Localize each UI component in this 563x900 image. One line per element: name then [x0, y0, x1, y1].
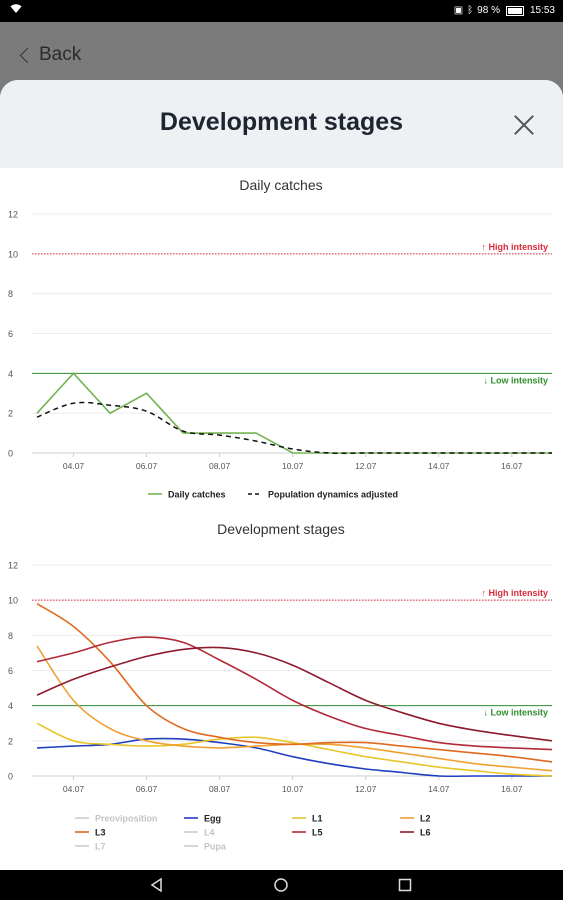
x-tick-label: 06.07 — [136, 784, 158, 794]
legend-item[interactable]: Egg — [204, 814, 221, 824]
y-tick-label: 12 — [8, 210, 18, 220]
y-tick-label: 8 — [8, 631, 13, 641]
battery-percent: 98 % — [477, 5, 500, 16]
legend-item[interactable]: L2 — [420, 814, 431, 824]
y-tick-label: 10 — [8, 249, 18, 259]
navigation-bar — [0, 870, 563, 900]
x-tick-label: 16.07 — [501, 461, 523, 471]
x-tick-label: 06.07 — [136, 461, 158, 471]
bottom-sheet: Development stages Daily catches 0 2 4 6 8 10 1… — [0, 80, 563, 870]
series-line-l2 — [36, 645, 553, 772]
y-tick-label: 12 — [8, 561, 18, 571]
y-tick-label: 2 — [8, 409, 13, 419]
close-icon[interactable] — [513, 114, 535, 136]
y-tick-label: 4 — [8, 701, 13, 711]
series-line-l6 — [36, 646, 553, 742]
threshold-label: ↑ High intensity — [481, 588, 548, 598]
status-bar: ▣ ᛒ 98 % 15:53 — [0, 0, 563, 22]
chevron-left-icon — [19, 47, 36, 64]
y-tick-label: 4 — [8, 369, 13, 379]
legend-item[interactable]: L4 — [204, 828, 215, 838]
bluetooth-icon: ᛒ — [467, 5, 474, 16]
x-tick-label: 14.07 — [428, 784, 450, 794]
y-tick-label: 6 — [8, 329, 13, 339]
sheet-header: Development stages — [0, 80, 563, 168]
x-tick-label: 10.07 — [282, 461, 304, 471]
home-circle-icon[interactable] — [274, 878, 288, 892]
recents-square-icon[interactable] — [398, 878, 412, 892]
x-tick-label: 12.07 — [355, 461, 377, 471]
sheet-title: Development stages — [159, 108, 404, 136]
threshold-label: ↓ Low intensity — [483, 375, 548, 385]
x-tick-label: 08.07 — [209, 784, 231, 794]
legend-item[interactable]: Preoviposition — [95, 814, 158, 824]
x-tick-label: 04.07 — [63, 461, 85, 471]
legend-item[interactable]: L5 — [312, 828, 323, 838]
daily-catches-chart: Daily catches 0 2 4 6 8 10 12 04.07 06.07 08.07 10.… — [0, 168, 563, 508]
clock: 15:53 — [529, 5, 555, 16]
x-tick-label: 08.07 — [209, 461, 231, 471]
y-tick-label: 0 — [8, 772, 13, 782]
series-line-egg — [36, 737, 552, 778]
threshold-label: ↑ High intensity — [481, 242, 548, 252]
legend-item[interactable]: Daily catches — [168, 490, 226, 500]
y-tick-label: 2 — [8, 736, 13, 746]
chart-title: Development stages — [217, 521, 345, 537]
threshold-label: ↓ Low intensity — [483, 708, 548, 718]
y-tick-label: 8 — [8, 289, 13, 299]
status-icons: ▣ ᛒ 98 % 15:53 — [454, 5, 555, 16]
legend-item[interactable]: L3 — [95, 828, 106, 838]
legend-item[interactable]: L6 — [420, 828, 431, 838]
y-tick-label: 6 — [8, 666, 13, 676]
x-tick-label: 10.07 — [282, 784, 304, 794]
chart-title: Daily catches — [239, 177, 322, 193]
series-line-l1 — [36, 722, 553, 777]
legend-item[interactable]: L1 — [312, 814, 323, 824]
legend-item[interactable]: Pupa — [204, 842, 227, 852]
back-button[interactable]: Back — [19, 44, 82, 66]
battery-icon — [505, 5, 524, 16]
x-tick-label: 16.07 — [501, 784, 523, 794]
nfc-icon: ▣ — [453, 5, 464, 16]
x-tick-label: 14.07 — [428, 461, 450, 471]
series-line-l5 — [36, 636, 553, 751]
wifi-icon — [10, 4, 22, 17]
y-tick-label: 10 — [8, 596, 18, 606]
legend-item[interactable]: Population dynamics adjusted — [268, 490, 398, 500]
development-stages-chart: Development stages 0 2 4 6 8 10 12 04.07 06.07 08.… — [0, 512, 563, 870]
x-tick-label: 12.07 — [355, 784, 377, 794]
x-tick-label: 04.07 — [63, 784, 85, 794]
legend-item[interactable]: L7 — [95, 842, 106, 852]
series-line-l3 — [36, 603, 553, 763]
back-label: Back — [39, 44, 82, 65]
back-triangle-icon[interactable] — [150, 877, 164, 893]
y-tick-label: 0 — [8, 449, 13, 459]
series-line-population-dynamics-adjusted — [36, 401, 552, 455]
